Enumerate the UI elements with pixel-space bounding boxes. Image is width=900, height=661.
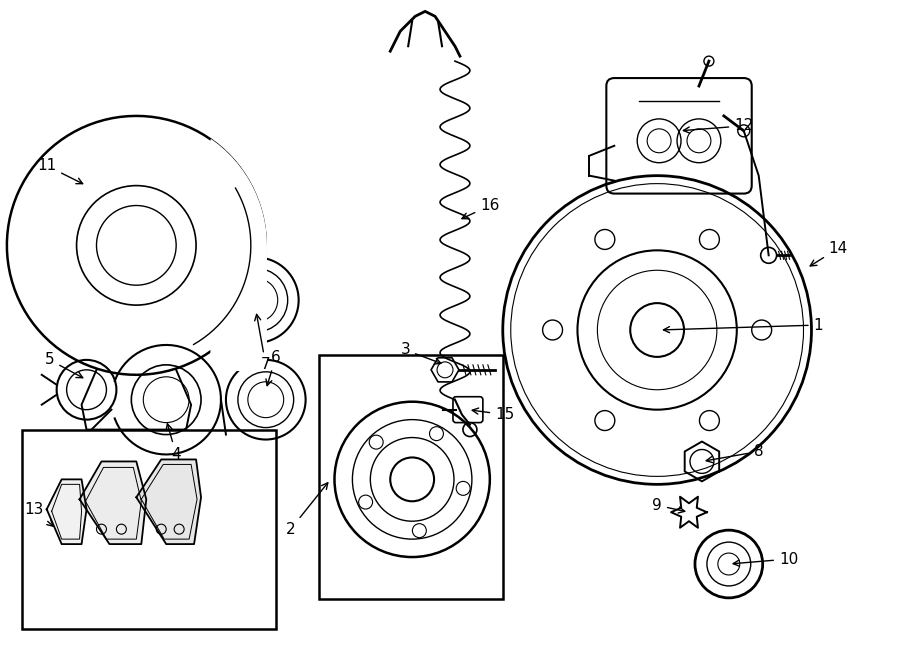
Text: 16: 16 (462, 198, 500, 219)
Text: 12: 12 (683, 118, 753, 134)
Text: 15: 15 (472, 407, 515, 422)
Text: 10: 10 (734, 551, 798, 566)
Text: 6: 6 (266, 350, 281, 385)
Polygon shape (136, 459, 201, 544)
Text: 13: 13 (24, 502, 53, 526)
Bar (319, 355, 503, 599)
Text: 14: 14 (810, 241, 848, 266)
Text: 11: 11 (37, 158, 83, 184)
Bar (22, 430, 275, 629)
Text: 9: 9 (652, 498, 685, 513)
Text: 2: 2 (286, 483, 328, 537)
Text: 7: 7 (255, 315, 271, 372)
Polygon shape (47, 479, 86, 544)
Text: 1: 1 (663, 317, 824, 332)
Text: 5: 5 (45, 352, 83, 377)
Text: 4: 4 (166, 424, 181, 462)
Text: 3: 3 (400, 342, 441, 364)
Polygon shape (79, 461, 147, 544)
Text: 8: 8 (706, 444, 763, 463)
